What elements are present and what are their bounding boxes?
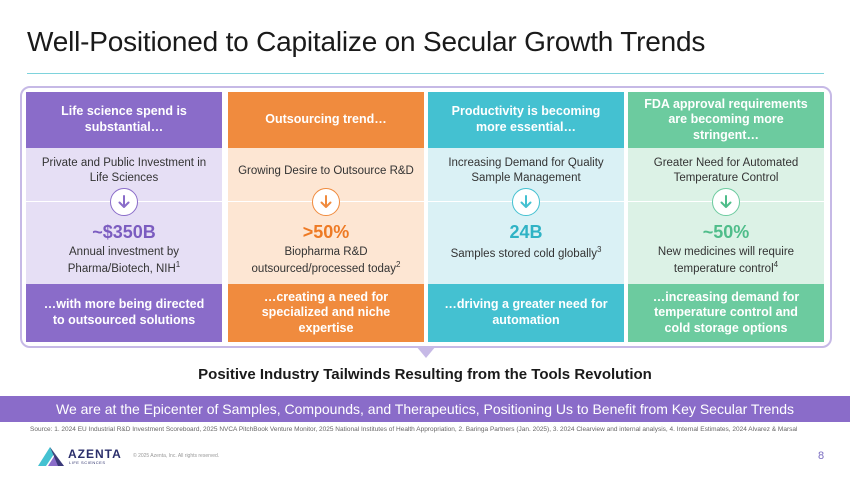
azenta-logo: AZENTA LIFE SCIENCES xyxy=(36,444,126,468)
pointer-triangle xyxy=(416,346,436,358)
column-header: Productivity is becoming more essential… xyxy=(428,92,624,148)
column-stat: >50% xyxy=(302,222,350,242)
footnote-marker: 4 xyxy=(773,259,779,269)
stat-desc-text: Biopharma R&D outsourced/processed today xyxy=(251,246,397,275)
column-stat: ~$350B xyxy=(92,222,156,242)
azenta-logo-icon xyxy=(38,447,64,466)
tagline: Positive Industry Tailwinds Resulting fr… xyxy=(198,366,652,383)
column-body: Increasing Demand for Quality Sample Man… xyxy=(428,148,624,284)
column-header: Outsourcing trend… xyxy=(228,92,424,148)
footnote-marker: 2 xyxy=(396,259,401,269)
stat-desc-text: Annual investment by Pharma/Biotech, NIH xyxy=(67,246,179,275)
column-subtitle: Greater Need for Automated Temperature C… xyxy=(653,157,799,184)
summary-banner: We are at the Epicenter of Samples, Comp… xyxy=(0,396,850,422)
trend-column-3: Productivity is becoming more essential…… xyxy=(428,92,624,342)
column-subtitle: Private and Public Investment in Life Sc… xyxy=(41,157,207,184)
column-footer: …with more being directed to outsourced … xyxy=(26,284,222,342)
column-stat-description: Biopharma R&D outsourced/processed today… xyxy=(228,245,424,277)
footnote-marker: 1 xyxy=(175,259,181,269)
logo-subtext: LIFE SCIENCES xyxy=(69,460,106,465)
trend-column-4: FDA approval requirements are becoming m… xyxy=(628,92,824,342)
column-stat: ~50% xyxy=(702,222,750,242)
title-divider xyxy=(27,73,824,74)
logo-wordmark: AZENTA xyxy=(68,447,122,461)
column-stat-description: New medicines will require temperature c… xyxy=(628,245,824,277)
footnote-marker: 3 xyxy=(596,245,602,254)
column-body: Private and Public Investment in Life Sc… xyxy=(26,148,222,284)
arrow-down-icon xyxy=(512,188,540,216)
column-stat-description: Samples stored cold globally3 xyxy=(428,245,624,262)
copyright: © 2025 Azenta, Inc. All rights reserved. xyxy=(133,453,220,459)
arrow-down-icon xyxy=(110,188,138,216)
column-footer: …creating a need for specialized and nic… xyxy=(228,284,424,342)
column-header: Life science spend is substantial… xyxy=(26,92,222,148)
stat-desc-text: Samples stored cold globally xyxy=(450,247,597,260)
column-header: FDA approval requirements are becoming m… xyxy=(628,92,824,148)
column-footer: …increasing demand for temperature contr… xyxy=(628,284,824,342)
banner-text: We are at the Epicenter of Samples, Comp… xyxy=(56,401,794,417)
column-body: Growing Desire to Outsource R&D >50% Bio… xyxy=(228,148,424,284)
source-footnotes: Source: 1. 2024 EU Industrial R&D Invest… xyxy=(30,426,798,433)
column-subtitle: Increasing Demand for Quality Sample Man… xyxy=(448,157,604,184)
column-body: Greater Need for Automated Temperature C… xyxy=(628,148,824,284)
page-title: Well-Positioned to Capitalize on Secular… xyxy=(27,26,706,57)
column-stat-description: Annual investment by Pharma/Biotech, NIH… xyxy=(26,245,222,277)
trend-column-1: Life science spend is substantial… Priva… xyxy=(26,92,222,342)
column-stat: 24B xyxy=(509,222,543,242)
trend-column-2: Outsourcing trend… Growing Desire to Out… xyxy=(228,92,424,342)
column-footer: …driving a greater need for automation xyxy=(428,284,624,342)
page-number: 8 xyxy=(818,450,825,462)
arrow-down-icon xyxy=(712,188,740,216)
column-subtitle: Growing Desire to Outsource R&D xyxy=(238,164,414,177)
arrow-down-icon xyxy=(312,188,340,216)
stat-desc-text: New medicines will require temperature c… xyxy=(657,246,795,275)
